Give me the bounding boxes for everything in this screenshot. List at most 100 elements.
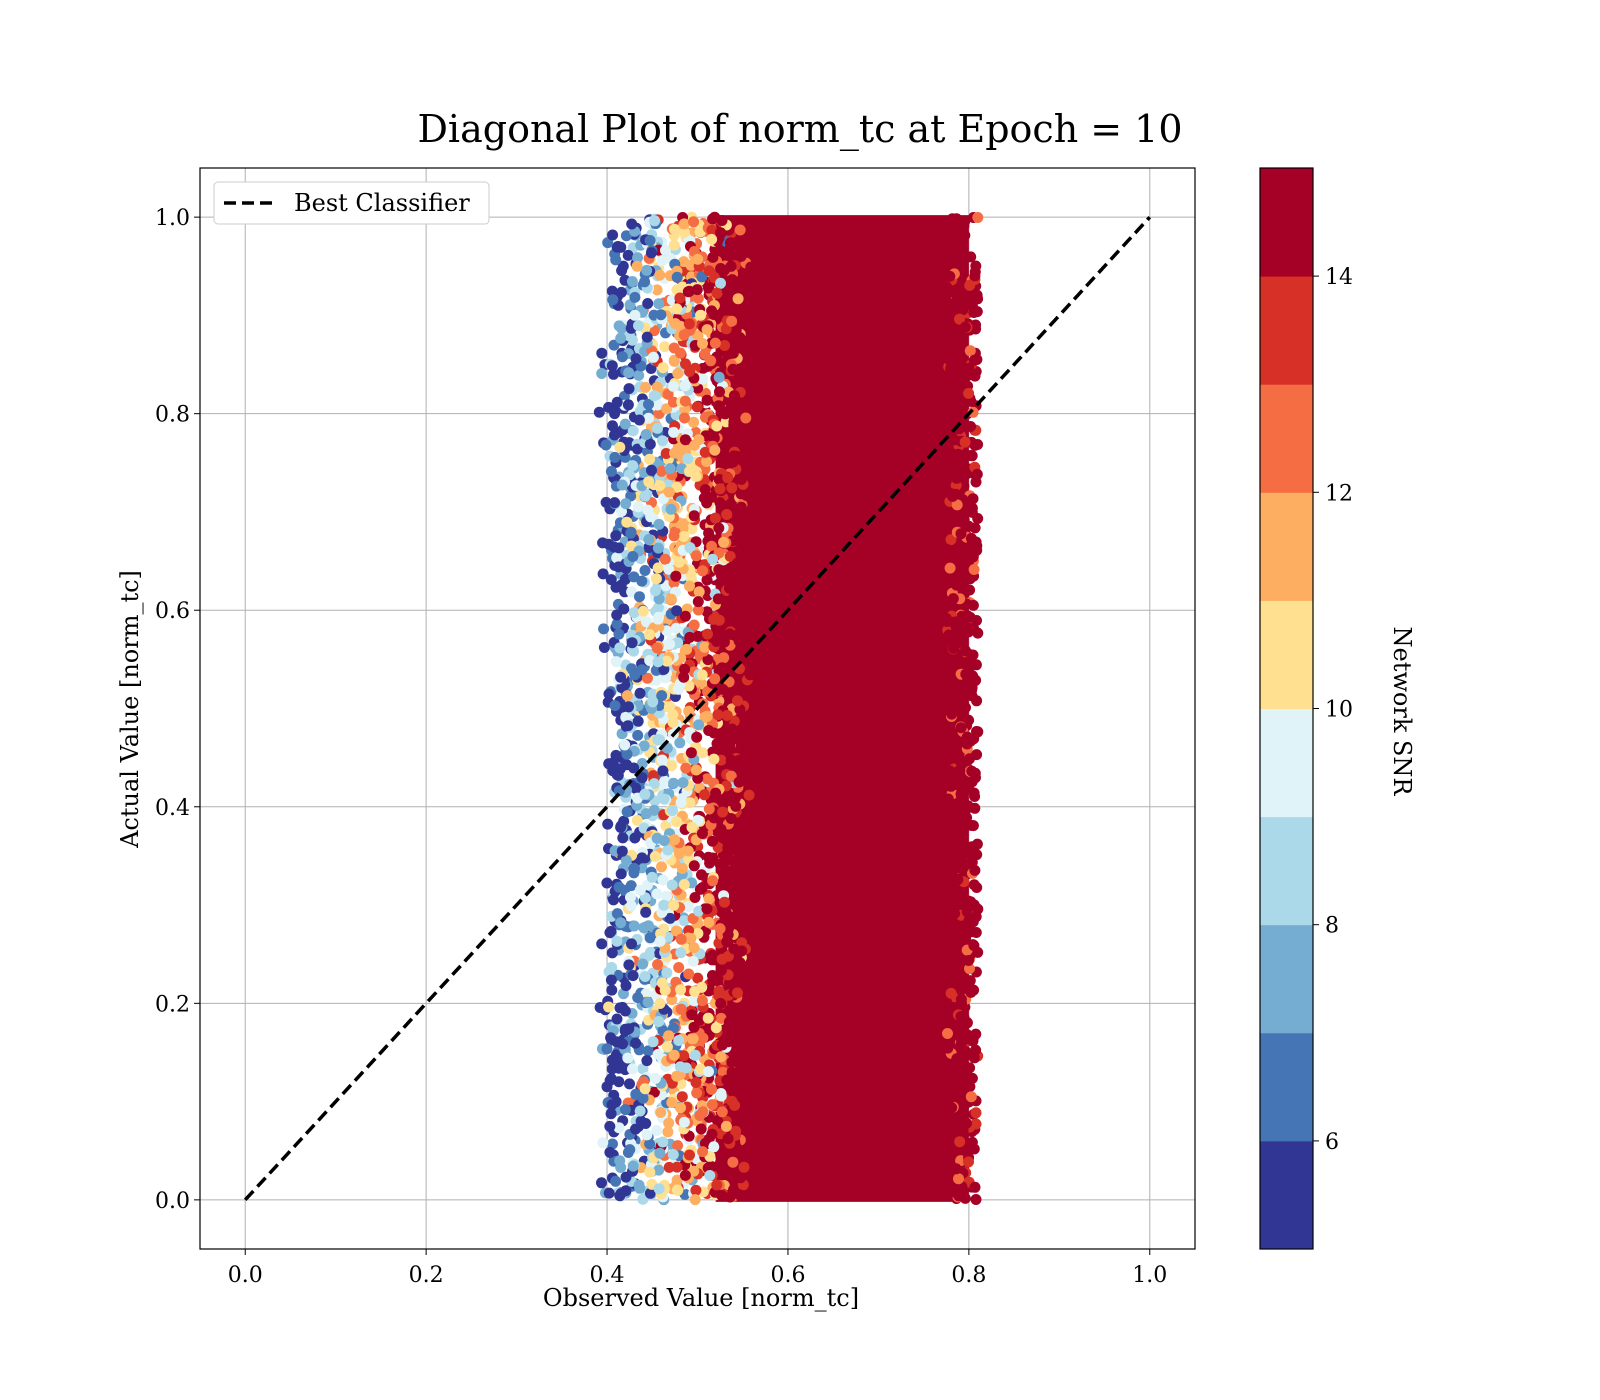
scatter-point [604, 1146, 616, 1158]
scatter-point [701, 324, 713, 336]
scatter-point [616, 845, 628, 857]
scatter-point [611, 396, 623, 408]
scatter-point [686, 1033, 698, 1045]
scatter-point [617, 1038, 628, 1050]
scatter-point [949, 950, 961, 962]
colorbar-label: Network SNR [1388, 627, 1416, 797]
scatter-point [671, 1161, 683, 1173]
scatter-point [675, 1102, 686, 1114]
colorbar-bin [1260, 600, 1313, 709]
scatter-point [954, 1090, 965, 1102]
scatter-point [644, 1138, 656, 1150]
scatter-point [945, 727, 956, 739]
scatter-point [722, 1036, 734, 1048]
scatter-point [668, 239, 680, 251]
scatter-point [644, 932, 656, 944]
scatter-point [948, 434, 960, 446]
scatter-point [740, 412, 752, 424]
scatter-point [658, 793, 670, 805]
scatter-point [598, 623, 610, 635]
scatter-point [619, 739, 631, 751]
scatter-point [616, 351, 628, 363]
scatter-point [724, 917, 736, 929]
scatter-point [697, 565, 708, 577]
scatter-point [737, 1003, 749, 1015]
scatter-point [960, 1049, 972, 1061]
scatter-point [737, 527, 749, 539]
scatter-point [730, 395, 742, 407]
scatter-point [626, 586, 638, 598]
scatter-point [724, 1004, 735, 1016]
scatter-point [729, 828, 741, 840]
scatter-point [620, 498, 632, 510]
scatter-point [733, 635, 745, 647]
scatter-point [633, 1179, 645, 1191]
scatter-point [606, 947, 618, 959]
scatter-point [629, 669, 641, 681]
scatter-point [614, 1155, 626, 1167]
scatter-point [713, 371, 725, 383]
scatter-point [689, 1049, 701, 1061]
scatter-point [645, 247, 657, 259]
scatter-point [722, 472, 734, 484]
scatter-point [656, 861, 667, 873]
scatter-point [942, 1028, 953, 1039]
scatter-point [691, 401, 703, 413]
scatter-point [658, 663, 670, 675]
scatter-point [611, 935, 623, 947]
scatter-point [652, 656, 664, 668]
scatter-point [640, 616, 652, 628]
scatter-point [655, 309, 667, 321]
colorbar: 6 8 10 12 14 [1259, 167, 1353, 1250]
scatter-point [941, 475, 953, 487]
scatter-point [624, 1078, 635, 1090]
scatter-point [971, 468, 983, 480]
colorbar-bin [1260, 276, 1313, 385]
scatter-point [720, 304, 732, 316]
scatter-point [959, 321, 971, 333]
scatter-point [952, 409, 964, 421]
plot-frame [199, 167, 1196, 1250]
scatter-point [643, 920, 654, 932]
scatter-point [688, 619, 700, 631]
scatter-point [963, 501, 975, 513]
scatter-point [703, 265, 715, 277]
scatter-point [615, 332, 627, 344]
scatter-point [967, 599, 979, 611]
scatter-point [733, 239, 745, 251]
scatter-point [963, 362, 975, 374]
scatter-point [963, 626, 975, 638]
scatter-point [706, 233, 718, 245]
scatter-point [711, 635, 722, 647]
scatter-point [695, 1123, 707, 1135]
scatter-point [601, 1043, 613, 1055]
scatter-point [960, 737, 971, 748]
scatter-point [961, 906, 973, 918]
scatter-point [943, 848, 955, 859]
scatter-point [955, 722, 967, 734]
scatter-point [653, 298, 665, 310]
scatter-point [615, 868, 627, 880]
scatter-point [625, 891, 636, 903]
scatter-dense-core [715, 215, 969, 1202]
scatter-point [631, 814, 643, 826]
scatter-point [943, 510, 955, 522]
scatter-point [945, 987, 957, 999]
scatter-point [665, 503, 677, 515]
scatter-point [720, 323, 732, 335]
scatter-point [946, 1078, 958, 1090]
scatter-point [743, 789, 755, 801]
scatter-point [707, 975, 719, 987]
scatter-point [672, 1140, 684, 1152]
scatter-point [613, 1076, 625, 1088]
scatter-point [715, 964, 727, 976]
scatter-point [951, 472, 963, 484]
scatter-point [733, 684, 745, 696]
scatter-point [944, 270, 956, 282]
scatter-point [954, 1136, 966, 1148]
scatter-point [673, 1035, 685, 1046]
scatter-point [693, 719, 705, 731]
scatter-point [726, 274, 738, 286]
scatter-point [684, 542, 696, 554]
scatter-point [685, 747, 697, 759]
